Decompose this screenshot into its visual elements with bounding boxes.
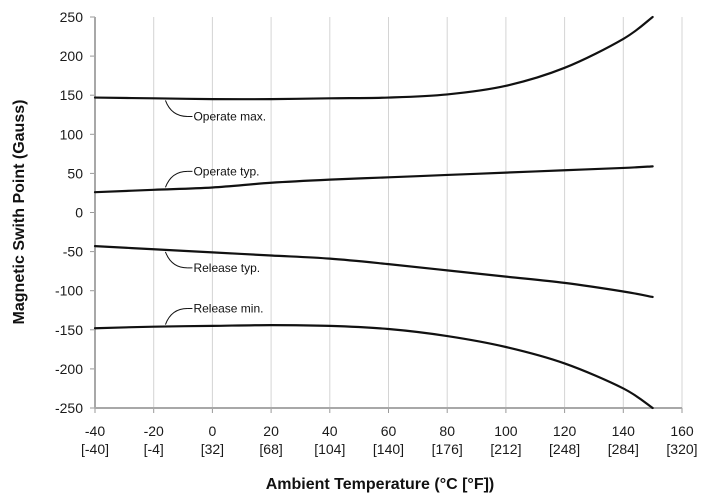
y-tick-label: 200 [60,48,84,64]
y-tick-label: 100 [60,126,84,142]
x-tick-label-fahrenheit: [248] [549,441,580,457]
annotation-leader-operate-typ [164,170,188,188]
x-tick-label-celsius: 140 [612,423,636,439]
x-tick-label-fahrenheit: [284] [608,441,639,457]
x-axis-title: Ambient Temperature (°C [°F]) [266,476,495,493]
x-tick-label-fahrenheit: [68] [259,441,282,457]
y-tick-label: -200 [55,361,83,377]
y-tick-label: 150 [60,87,84,103]
annotation-label-release-typ: Release typ. [193,261,260,275]
x-tick-label-celsius: -20 [144,423,164,439]
annotation-label-operate-typ: Operate typ. [193,164,259,178]
x-tick-label-celsius: 120 [553,423,577,439]
x-tick-label-fahrenheit: [-4] [144,441,164,457]
series-layer [93,15,654,410]
y-tick-label: 250 [60,9,84,25]
x-tick-label-fahrenheit: [32] [201,441,224,457]
x-tick-label-celsius: -40 [85,423,105,439]
y-tick-label: -150 [55,322,83,338]
annotation-leader-operate-max [164,100,188,117]
annotation-leader-release-typ [164,251,188,269]
x-tick-label-fahrenheit: [140] [373,441,404,457]
x-tick-label-fahrenheit: [320] [666,441,697,457]
y-tick-labels: 250 200 150 100 50 0 -50 -100 -150 -200 -250 [55,9,83,416]
y-tick-label: -250 [55,400,83,416]
annotation-label-release-min: Release min. [193,302,263,316]
y-tick-label: -50 [63,244,83,260]
x-tick-label-fahrenheit: [176] [432,441,463,457]
x-tick-label-celsius: 80 [439,423,455,439]
annotation-leader-release-min [164,308,188,325]
y-tick-label: -100 [55,283,83,299]
series-line-operate-typ [93,165,654,194]
annotation-label-operate-max: Operate max. [193,109,266,123]
grid-lines [153,17,683,408]
x-tick-label-celsius: 40 [322,423,338,439]
y-tick-label: 0 [75,205,83,221]
y-axis-title: Magnetic Swith Point (Gauss) [11,100,28,325]
x-tick-label-fahrenheit: [-40] [81,441,109,457]
axes [90,16,683,413]
series-line-operate-max [93,15,654,101]
x-tick-label-celsius: 20 [263,423,279,439]
y-tick-label: 50 [67,165,83,181]
x-tick-label-celsius: 160 [670,423,694,439]
x-tick-label-fahrenheit: [104] [314,441,345,457]
x-tick-label-celsius: 60 [381,423,397,439]
series-line-release-typ [93,245,654,299]
x-tick-labels: -40 [-40] -20 [-4] 0 [32] 20 [68] 40 [104] 60 [140]… [81,423,698,457]
series-line-release-min [93,324,654,410]
x-tick-label-celsius: 100 [494,423,518,439]
annotation-layer: Operate max. Operate typ. Release typ. Rele… [164,100,266,325]
x-tick-label-celsius: 0 [209,423,217,439]
x-tick-label-fahrenheit: [212] [490,441,521,457]
